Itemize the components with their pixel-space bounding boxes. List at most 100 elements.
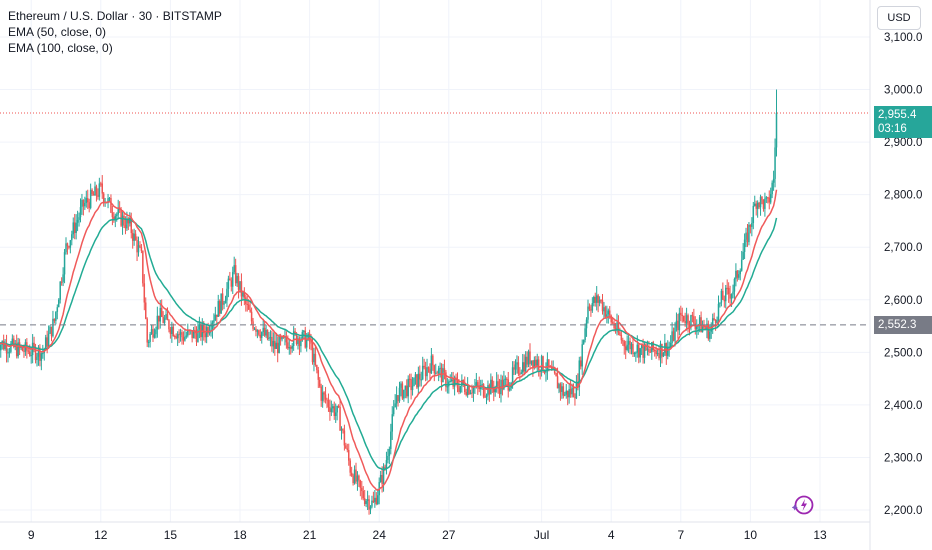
candle-body [179,332,182,335]
price-tick-label: 2,700.0 [884,242,922,254]
candle-body [524,356,527,372]
candle-body [645,344,647,350]
candle-body [624,346,627,350]
candle-body [572,387,575,398]
candle-body [156,315,159,330]
candle-body [160,308,163,317]
candle-body [288,347,291,349]
candle-body [426,367,428,377]
candle-body [363,498,366,504]
candle-body [256,330,259,332]
candle-body [714,319,717,323]
candle-body [152,329,154,338]
price-tick-label: 3,000.0 [884,85,922,97]
candle-body [775,112,778,148]
candle-body [291,345,293,349]
candle-body [223,303,225,305]
candle-body [333,406,335,417]
candle-body [4,343,6,350]
candle-body [717,303,720,321]
candle-body [159,308,161,322]
candle-body [475,382,478,387]
candle-body [727,287,730,294]
candle-body [100,183,102,185]
candle-body [174,336,176,338]
candle-body [469,392,472,394]
ema-50-label[interactable]: EMA (50, close, 0) [8,25,107,39]
ema-100-label[interactable]: EMA (100, close, 0) [8,41,113,55]
candle-body [738,274,740,278]
candle-body [639,348,641,358]
candle-body [8,351,11,353]
candle-body [600,299,602,301]
candle-body [182,337,185,341]
candle-body [33,342,35,347]
candle-body [623,341,625,347]
time-tick-label: 13 [813,528,827,542]
candle-body [616,322,618,331]
candle-body [92,194,95,196]
currency-button[interactable]: USD [877,6,921,30]
candle-body [13,338,15,347]
candle-body [150,329,153,335]
candle-body [437,368,440,374]
candle-body [571,387,573,395]
candle-body [73,222,76,233]
candle-body [352,475,354,483]
candle-body [429,368,431,374]
candle-body [147,341,150,343]
candle-body [466,386,469,396]
candle-body [493,387,495,393]
candle-body [619,332,621,335]
candle-body [568,389,570,398]
candle-body [574,397,576,399]
candle-body [49,326,51,334]
candle-body [394,403,396,408]
candle-body [459,385,462,392]
candle-body [126,218,128,229]
candle-body [517,362,520,374]
candle-body [42,353,44,355]
candle-body [759,196,762,208]
candle-body [481,384,483,386]
candle-body [595,295,598,303]
candle-body [740,259,743,271]
candle-body [204,333,206,338]
candle-body [44,337,47,349]
candle-body [682,315,685,321]
candle-body [725,287,727,302]
candle-body [390,431,392,449]
candle-body [366,499,369,501]
candle-body [27,350,30,352]
candle-body [617,322,620,333]
candle-body [356,475,359,482]
candle-body [375,497,378,504]
candle-body [337,405,340,407]
candle-body [671,331,673,343]
candle-body [5,343,8,354]
candle-body [301,331,304,341]
candle-body [749,224,752,227]
candle-body [200,324,202,338]
candle-body [313,353,315,363]
candle-body [72,222,74,235]
candle-body [220,293,222,314]
candle-body [87,198,89,203]
lightning-bolt-icon[interactable] [792,494,814,516]
candle-body [746,232,749,243]
time-tick-label: 4 [608,528,615,542]
candle-body [711,318,714,326]
candle-body [353,469,356,483]
candle-body [113,217,115,221]
time-tick-label: 21 [303,528,317,542]
candle-body [343,430,346,446]
price-tick-label: 2,200.0 [884,505,922,517]
candle-body [137,245,140,253]
candle-body [606,314,608,317]
candle-body [218,301,221,314]
candle-body [191,330,193,339]
candle-body [85,198,88,203]
candle-body [276,342,279,353]
candle-body [168,320,170,330]
